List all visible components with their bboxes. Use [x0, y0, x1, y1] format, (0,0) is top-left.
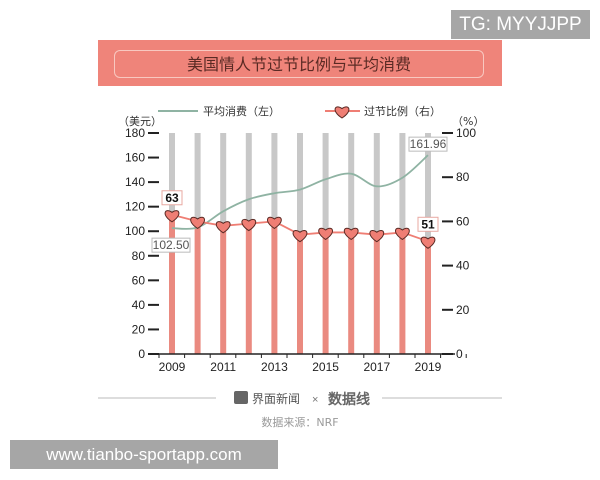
- annotation-box: [417, 216, 439, 232]
- x-axis-tick-label: 2013: [261, 360, 288, 374]
- ratio-heart-marker: [241, 218, 257, 232]
- x-axis-tick-label: 2017: [363, 360, 390, 374]
- data-source: 数据来源：NRF: [261, 415, 338, 429]
- bar-background: [220, 133, 227, 226]
- left-axis-tick-label: 100: [125, 224, 145, 238]
- brand1-name: 界面新闻: [252, 391, 300, 406]
- annotation-label: 63: [165, 191, 179, 205]
- bar-background: [348, 133, 355, 233]
- ratio-heart-marker: [343, 227, 359, 241]
- watermark-bottom: www.tianbo-sportapp.com: [10, 440, 278, 469]
- x-axis-tick-label: 2011: [210, 360, 236, 374]
- ratio-bar: [169, 214, 175, 354]
- ratio-heart-marker: [190, 216, 205, 229]
- ratio-bar: [220, 225, 227, 354]
- left-axis-tick-label: 80: [132, 249, 146, 263]
- ratio-heart-marker: [318, 227, 333, 241]
- x-axis-tick-label: 2019: [415, 360, 442, 374]
- annotation-label: 51: [421, 217, 435, 231]
- ratio-heart-marker: [215, 221, 231, 234]
- annotation-box: [408, 136, 448, 152]
- annotation-box: [161, 190, 183, 206]
- annotation-box: [151, 237, 191, 253]
- footer-times: ×: [312, 394, 318, 406]
- ratio-heart-marker: [420, 236, 436, 249]
- left-axis-tick-label: 0: [138, 347, 145, 361]
- ratio-bar: [322, 232, 329, 354]
- annotation-label: 161.96: [410, 137, 447, 151]
- spending-line: [171, 154, 429, 230]
- left-axis-tick-label: 140: [125, 175, 145, 189]
- bar-background: [373, 133, 380, 235]
- ratio-heart-marker: [164, 210, 180, 223]
- bar-background: [245, 133, 252, 224]
- ratio-heart-marker: [395, 227, 410, 241]
- left-axis-tick-label: 160: [125, 151, 145, 165]
- ratio-bar: [271, 221, 278, 354]
- ratio-bar: [373, 234, 380, 354]
- left-axis-tick-label: 40: [132, 298, 146, 312]
- ratio-bar: [245, 223, 252, 354]
- bar-background: [271, 133, 278, 222]
- bar-background: [169, 133, 175, 215]
- left-axis-tick-label: 180: [125, 126, 145, 140]
- right-axis-tick-label: 60: [456, 214, 470, 228]
- bar-background: [322, 133, 329, 233]
- bar-background: [425, 133, 431, 242]
- title-banner: 美国情人节过节比例与平均消费: [98, 40, 502, 86]
- ratio-bar: [297, 234, 303, 354]
- bar-background: [194, 133, 201, 222]
- right-axis-tick-label: 40: [456, 259, 470, 273]
- x-axis-tick-label: 2015: [312, 360, 339, 374]
- ratio-bar: [194, 221, 201, 354]
- ratio-bar: [425, 241, 431, 354]
- left-axis-unit: （美元）: [118, 115, 162, 128]
- right-axis-tick-label: 100: [456, 126, 476, 140]
- legend-label-spending: 平均消费（左）: [203, 104, 280, 118]
- ratio-heart-marker: [267, 216, 282, 229]
- brand2-logo: 数据线: [328, 391, 370, 408]
- watermark-top: TG: MYYJJPP: [451, 10, 590, 39]
- legend-label-ratio: 过节比例（右）: [364, 104, 441, 118]
- left-axis-tick-label: 120: [125, 200, 145, 214]
- ratio-bar: [399, 232, 406, 354]
- left-axis-tick-label: 20: [132, 322, 146, 336]
- bar-background: [297, 133, 303, 235]
- chart-title: 美国情人节过节比例与平均消费: [114, 50, 484, 78]
- right-axis-tick-label: 20: [456, 303, 470, 317]
- left-axis-tick-label: 60: [132, 273, 146, 287]
- right-axis-tick-label: 80: [456, 170, 470, 184]
- x-axis-tick-label: 2009: [159, 360, 186, 374]
- ratio-bar: [348, 232, 355, 354]
- annotation-label: 102.50: [153, 238, 190, 252]
- brand-logo-icon: [234, 391, 248, 404]
- bar-background: [399, 133, 406, 233]
- right-axis-tick-label: 0: [456, 347, 463, 361]
- legend-heart-icon: [334, 106, 350, 119]
- right-axis-unit: （%）: [452, 115, 484, 128]
- ratio-heart-marker: [369, 229, 385, 243]
- ratio-heart-marker: [292, 229, 308, 243]
